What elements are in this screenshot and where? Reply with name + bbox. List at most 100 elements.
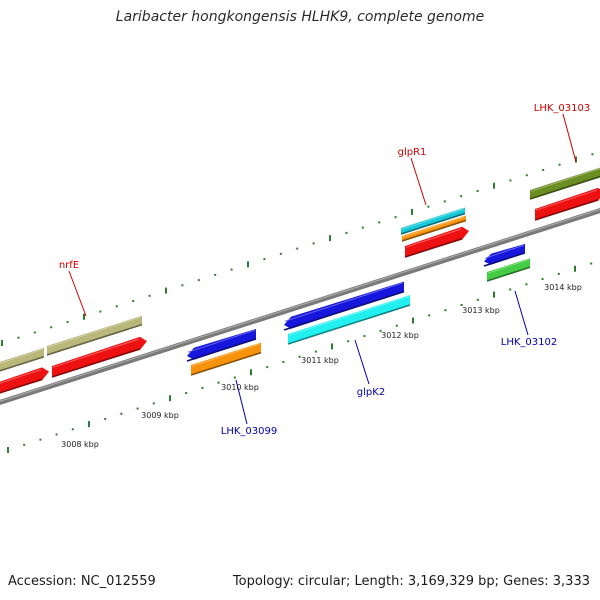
feature-olive-lhk03103 xyxy=(529,167,600,200)
reverse-scale-tick xyxy=(217,381,220,384)
feature-orange-lhk03099-shadow xyxy=(190,351,262,376)
feature-orange-lhk03099-highlight xyxy=(191,343,261,367)
forward-scale-tick xyxy=(132,300,135,303)
reverse-scale-tick xyxy=(363,335,366,338)
reverse-scale-tick xyxy=(55,433,58,436)
leader-lhk03099 xyxy=(235,379,248,425)
reverse-scale-tick xyxy=(525,283,528,286)
feature-cyan-glpK2-highlight xyxy=(288,295,410,336)
feature-red-cds-lhk03103 xyxy=(534,187,600,221)
forward-scale-tick xyxy=(460,195,463,198)
reverse-scale-tick xyxy=(185,392,188,395)
reverse-scale-tick xyxy=(574,265,576,272)
reverse-scale-tick xyxy=(428,314,431,317)
feature-khaki-1 xyxy=(0,347,45,372)
kbp-label-3012: 3012 kbp xyxy=(381,331,419,340)
forward-scale-tick xyxy=(427,205,430,208)
feature-cyan-glpR1-shadow xyxy=(400,212,466,235)
reverse-scale-tick xyxy=(266,366,269,369)
feature-red-cds-lhk03103-shadow xyxy=(534,199,599,221)
gene-label-lhk03102: LHK_03102 xyxy=(501,337,557,348)
genome-summary-text: Topology: circular; Length: 3,169,329 bp… xyxy=(232,574,590,589)
reverse-scale-tick xyxy=(233,376,236,379)
feature-orange-glpR1-highlight xyxy=(402,216,466,238)
feature-blue-glpK2 xyxy=(283,281,405,331)
feature-red-cds-glpR1-body xyxy=(405,226,469,257)
kbp-label-3014: 3014 kbp xyxy=(544,283,582,292)
feature-khaki-2-body xyxy=(47,315,142,355)
forward-scale-tick xyxy=(378,221,381,224)
forward-scale-tick xyxy=(542,168,545,171)
leader-lhk03102 xyxy=(514,290,529,336)
feature-green-lhk03102-highlight xyxy=(487,258,530,274)
reverse-scale-tick xyxy=(476,298,479,301)
reverse-scale-tick xyxy=(541,278,544,281)
kbp-label-3009: 3009 kbp xyxy=(141,411,179,420)
forward-scale-tick xyxy=(345,231,348,234)
reverse-scale-tick xyxy=(347,340,350,343)
feature-red-cds-glpR1-highlight xyxy=(405,228,462,248)
feature-blue-lhk03099-body xyxy=(187,328,256,360)
gene-label-lhk03103: LHK_03103 xyxy=(534,103,590,114)
reverse-scale-tick xyxy=(39,438,42,441)
feature-khaki-1-highlight xyxy=(0,348,44,364)
feature-red-cds-1-shadow xyxy=(0,378,43,394)
feature-red-cds-glpR1 xyxy=(404,226,469,258)
feature-blue-glpK2-shadow xyxy=(283,290,405,331)
reverse-scale-tick xyxy=(104,417,107,420)
forward-scale-tick xyxy=(443,200,446,203)
feature-blue-lhk03102-body xyxy=(484,243,525,265)
reverse-scale-tick xyxy=(395,324,398,327)
feature-green-lhk03102-shadow xyxy=(486,266,531,282)
forward-scale-tick xyxy=(558,163,561,166)
gene-label-lhk03099: LHK_03099 xyxy=(221,426,277,437)
feature-khaki-2 xyxy=(46,315,143,356)
feature-olive-lhk03103-shadow xyxy=(529,175,600,200)
reverse-scale-tick xyxy=(298,355,301,358)
reverse-scale-tick xyxy=(282,360,285,363)
feature-blue-lhk03102 xyxy=(483,243,526,267)
feature-orange-glpR1 xyxy=(401,215,467,242)
feature-green-lhk03102-body xyxy=(487,258,530,281)
forward-scale-tick xyxy=(279,252,282,255)
forward-scale-tick xyxy=(99,310,102,313)
forward-scale-tick xyxy=(296,247,299,250)
gene-label-nrfE: nrfE xyxy=(59,260,79,271)
feature-cyan-glpK2-body xyxy=(288,294,410,344)
forward-scale-tick xyxy=(411,208,413,215)
gene-features xyxy=(0,167,600,394)
forward-scale-tick xyxy=(493,182,495,189)
gene-label-glpR1: glpR1 xyxy=(398,147,427,158)
feature-olive-lhk03103-highlight xyxy=(530,168,600,192)
feature-blue-lhk03099-highlight xyxy=(187,329,256,353)
feature-khaki-2-highlight xyxy=(47,316,142,348)
kbp-label-3011: 3011 kbp xyxy=(301,356,339,365)
feature-red-cds-1-highlight xyxy=(0,369,42,384)
reverse-scale-tick xyxy=(71,428,74,431)
feature-red-cds-lhk03103-highlight xyxy=(535,189,598,211)
reverse-scale-tick xyxy=(136,407,139,410)
reverse-scale-tick xyxy=(493,291,495,298)
feature-cyan-glpR1 xyxy=(400,207,466,235)
reverse-scale-tick xyxy=(314,350,317,353)
tick-marks xyxy=(1,153,594,453)
genome-backbone xyxy=(0,207,600,406)
reverse-scale-tick xyxy=(23,443,26,446)
forward-scale-tick xyxy=(33,331,36,334)
forward-scale-tick xyxy=(230,268,233,271)
forward-scale-tick xyxy=(115,305,118,308)
gene-label-glpK2: glpK2 xyxy=(357,387,385,398)
feature-blue-lhk03099-shadow xyxy=(186,338,257,362)
forward-scale-tick xyxy=(148,294,151,297)
feature-cyan-glpK2-shadow xyxy=(287,304,411,345)
reverse-scale-tick xyxy=(444,309,447,312)
forward-scale-tick xyxy=(181,284,184,287)
feature-blue-lhk03099 xyxy=(186,328,257,362)
label-leader-lines xyxy=(68,113,577,425)
reverse-scale-tick xyxy=(557,272,560,275)
genome-backbone-highlight xyxy=(0,208,600,402)
feature-green-lhk03102 xyxy=(486,258,531,282)
forward-scale-tick xyxy=(83,313,85,320)
leader-nrfE xyxy=(68,270,87,317)
